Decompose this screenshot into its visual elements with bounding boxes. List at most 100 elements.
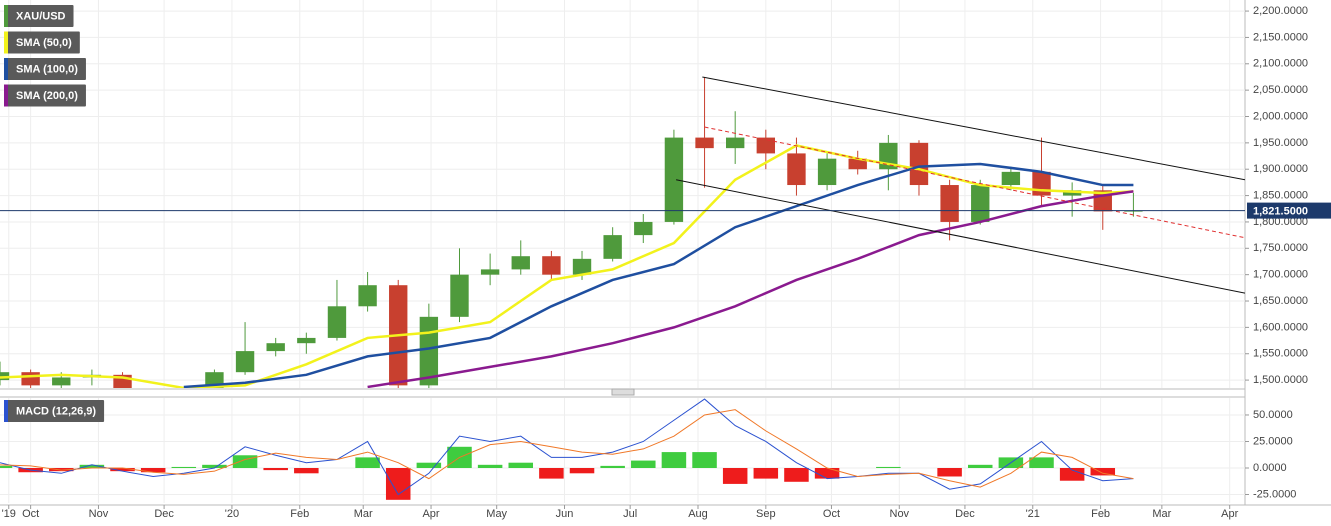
y-tick-label: 1,900.0000 — [1253, 163, 1308, 175]
histogram-bar — [876, 466, 901, 468]
candle-body — [971, 185, 990, 222]
x-tick-label: '21 — [1026, 508, 1040, 520]
histogram-bar — [1029, 457, 1054, 468]
candle-body — [266, 343, 285, 352]
price-panel — [0, 0, 1245, 388]
legend-item[interactable] — [4, 5, 74, 27]
y-tick-label: 1,750.0000 — [1253, 242, 1308, 254]
x-tick-label: Nov — [89, 508, 109, 520]
candle-body — [572, 258, 592, 275]
candle-body — [848, 158, 867, 170]
candle-body — [235, 351, 255, 373]
x-tick-label: Aug — [688, 508, 708, 520]
x-tick-label: Dec — [955, 508, 975, 520]
y-tick-label: 0.0000 — [1253, 462, 1287, 474]
legend-label: SMA (100,0) — [16, 63, 78, 75]
candle-body — [756, 137, 776, 154]
x-tick-label: Apr — [422, 508, 439, 520]
candle-body — [817, 158, 837, 186]
overlay: '19 Oct Nov Dec '20 Feb Mar Apr May Jun Jul Aug Sep O… — [0, 5, 1331, 520]
legend-item[interactable] — [4, 400, 105, 422]
x-tick-label: '19 — [2, 508, 16, 520]
histogram-bar — [110, 468, 135, 472]
macd-panel — [0, 398, 1245, 503]
candle-body — [52, 377, 71, 386]
histogram-bar — [692, 452, 717, 468]
legend-label: MACD (12,26,9) — [16, 405, 96, 417]
histogram-bar — [661, 452, 687, 468]
candle-body — [695, 137, 714, 149]
y-tick-label: 1,800.0000 — [1253, 216, 1308, 228]
x-tick-label: Oct — [823, 508, 840, 520]
x-tick-label: Feb — [290, 508, 309, 520]
histogram-bar — [355, 457, 380, 468]
macd-line — [0, 398, 1134, 496]
legend-swatch — [4, 58, 8, 80]
histogram-bar — [753, 468, 779, 479]
legend-swatch — [4, 400, 8, 422]
y-tick-label: 1,600.0000 — [1253, 321, 1308, 333]
legend-label: XAU/USD — [16, 10, 66, 22]
sma-line — [183, 162, 1134, 388]
candle-body — [940, 185, 959, 222]
legend-item[interactable] — [4, 58, 86, 80]
y-tick-label: 1,550.0000 — [1253, 348, 1308, 360]
histogram-bar — [140, 468, 166, 473]
y-tick-label: 2,050.0000 — [1253, 84, 1308, 96]
histogram-bar — [294, 468, 319, 474]
last-price-label: 1,821.5000 — [1253, 206, 1308, 218]
trend-line[interactable] — [676, 179, 1245, 294]
histogram-bar — [508, 462, 534, 468]
histogram-bar — [631, 460, 656, 468]
histogram-bar — [416, 462, 442, 468]
resize-handle[interactable] — [611, 388, 635, 396]
candle-body — [511, 256, 530, 270]
x-tick-label: Apr — [1221, 508, 1238, 520]
x-tick-label: Feb — [1091, 508, 1110, 520]
histogram-bar — [600, 465, 625, 468]
histogram-bar — [202, 464, 227, 468]
y-tick-label: 25.0000 — [1253, 435, 1293, 447]
legend-item[interactable] — [4, 84, 86, 107]
candle-body — [358, 285, 377, 307]
legend-swatch — [4, 84, 8, 107]
histogram-bar — [49, 468, 74, 472]
legend-item[interactable] — [4, 31, 80, 54]
candle-body — [21, 372, 40, 386]
y-tick-label: 1,650.0000 — [1253, 295, 1308, 307]
candle-body — [480, 269, 500, 275]
histogram-bar — [722, 468, 748, 484]
x-tick-label: '20 — [225, 508, 239, 520]
y-tick-label: 1,500.0000 — [1253, 374, 1308, 386]
histogram-bar — [79, 464, 105, 468]
x-tick-label: May — [486, 508, 507, 520]
legend-swatch — [4, 31, 8, 54]
candle-body — [664, 137, 684, 222]
histogram-bar — [967, 464, 993, 468]
candle-body — [787, 153, 806, 186]
y-tick-label: 50.0000 — [1253, 409, 1293, 421]
candle-body — [603, 235, 622, 259]
sma-line — [367, 190, 1134, 388]
y-tick-label: 2,200.0000 — [1253, 5, 1308, 17]
y-tick-label: 2,100.0000 — [1253, 58, 1308, 70]
histogram-bar — [937, 468, 962, 477]
histogram-bar — [539, 468, 564, 479]
legend-swatch — [4, 5, 8, 27]
candle-body — [297, 337, 316, 344]
candle-body — [542, 256, 561, 275]
last-price-box — [1247, 202, 1331, 219]
candle-body — [634, 221, 653, 236]
y-tick-label: 1,950.0000 — [1253, 137, 1308, 149]
histogram-bar — [232, 455, 258, 468]
x-tick-label: Jul — [623, 508, 637, 520]
histogram-bar — [171, 466, 197, 468]
y-tick-label: 2,150.0000 — [1253, 31, 1308, 43]
x-tick-label: Oct — [22, 508, 39, 520]
histogram-bar — [814, 468, 840, 479]
y-tick-label: 1,850.0000 — [1253, 189, 1308, 201]
trend-line[interactable] — [702, 76, 1245, 181]
trend-line[interactable] — [704, 126, 1245, 239]
